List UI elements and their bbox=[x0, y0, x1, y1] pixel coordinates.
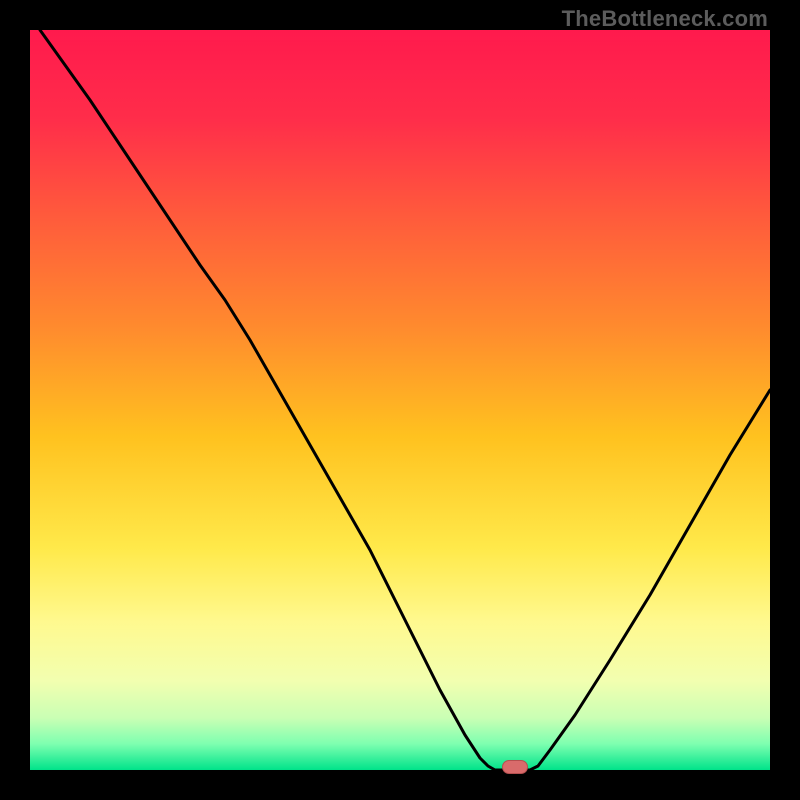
plot-area bbox=[30, 30, 770, 770]
optimum-marker bbox=[502, 760, 528, 774]
bottleneck-curve bbox=[30, 30, 770, 770]
watermark-text: TheBottleneck.com bbox=[562, 6, 768, 32]
chart-frame: TheBottleneck.com bbox=[0, 0, 800, 800]
